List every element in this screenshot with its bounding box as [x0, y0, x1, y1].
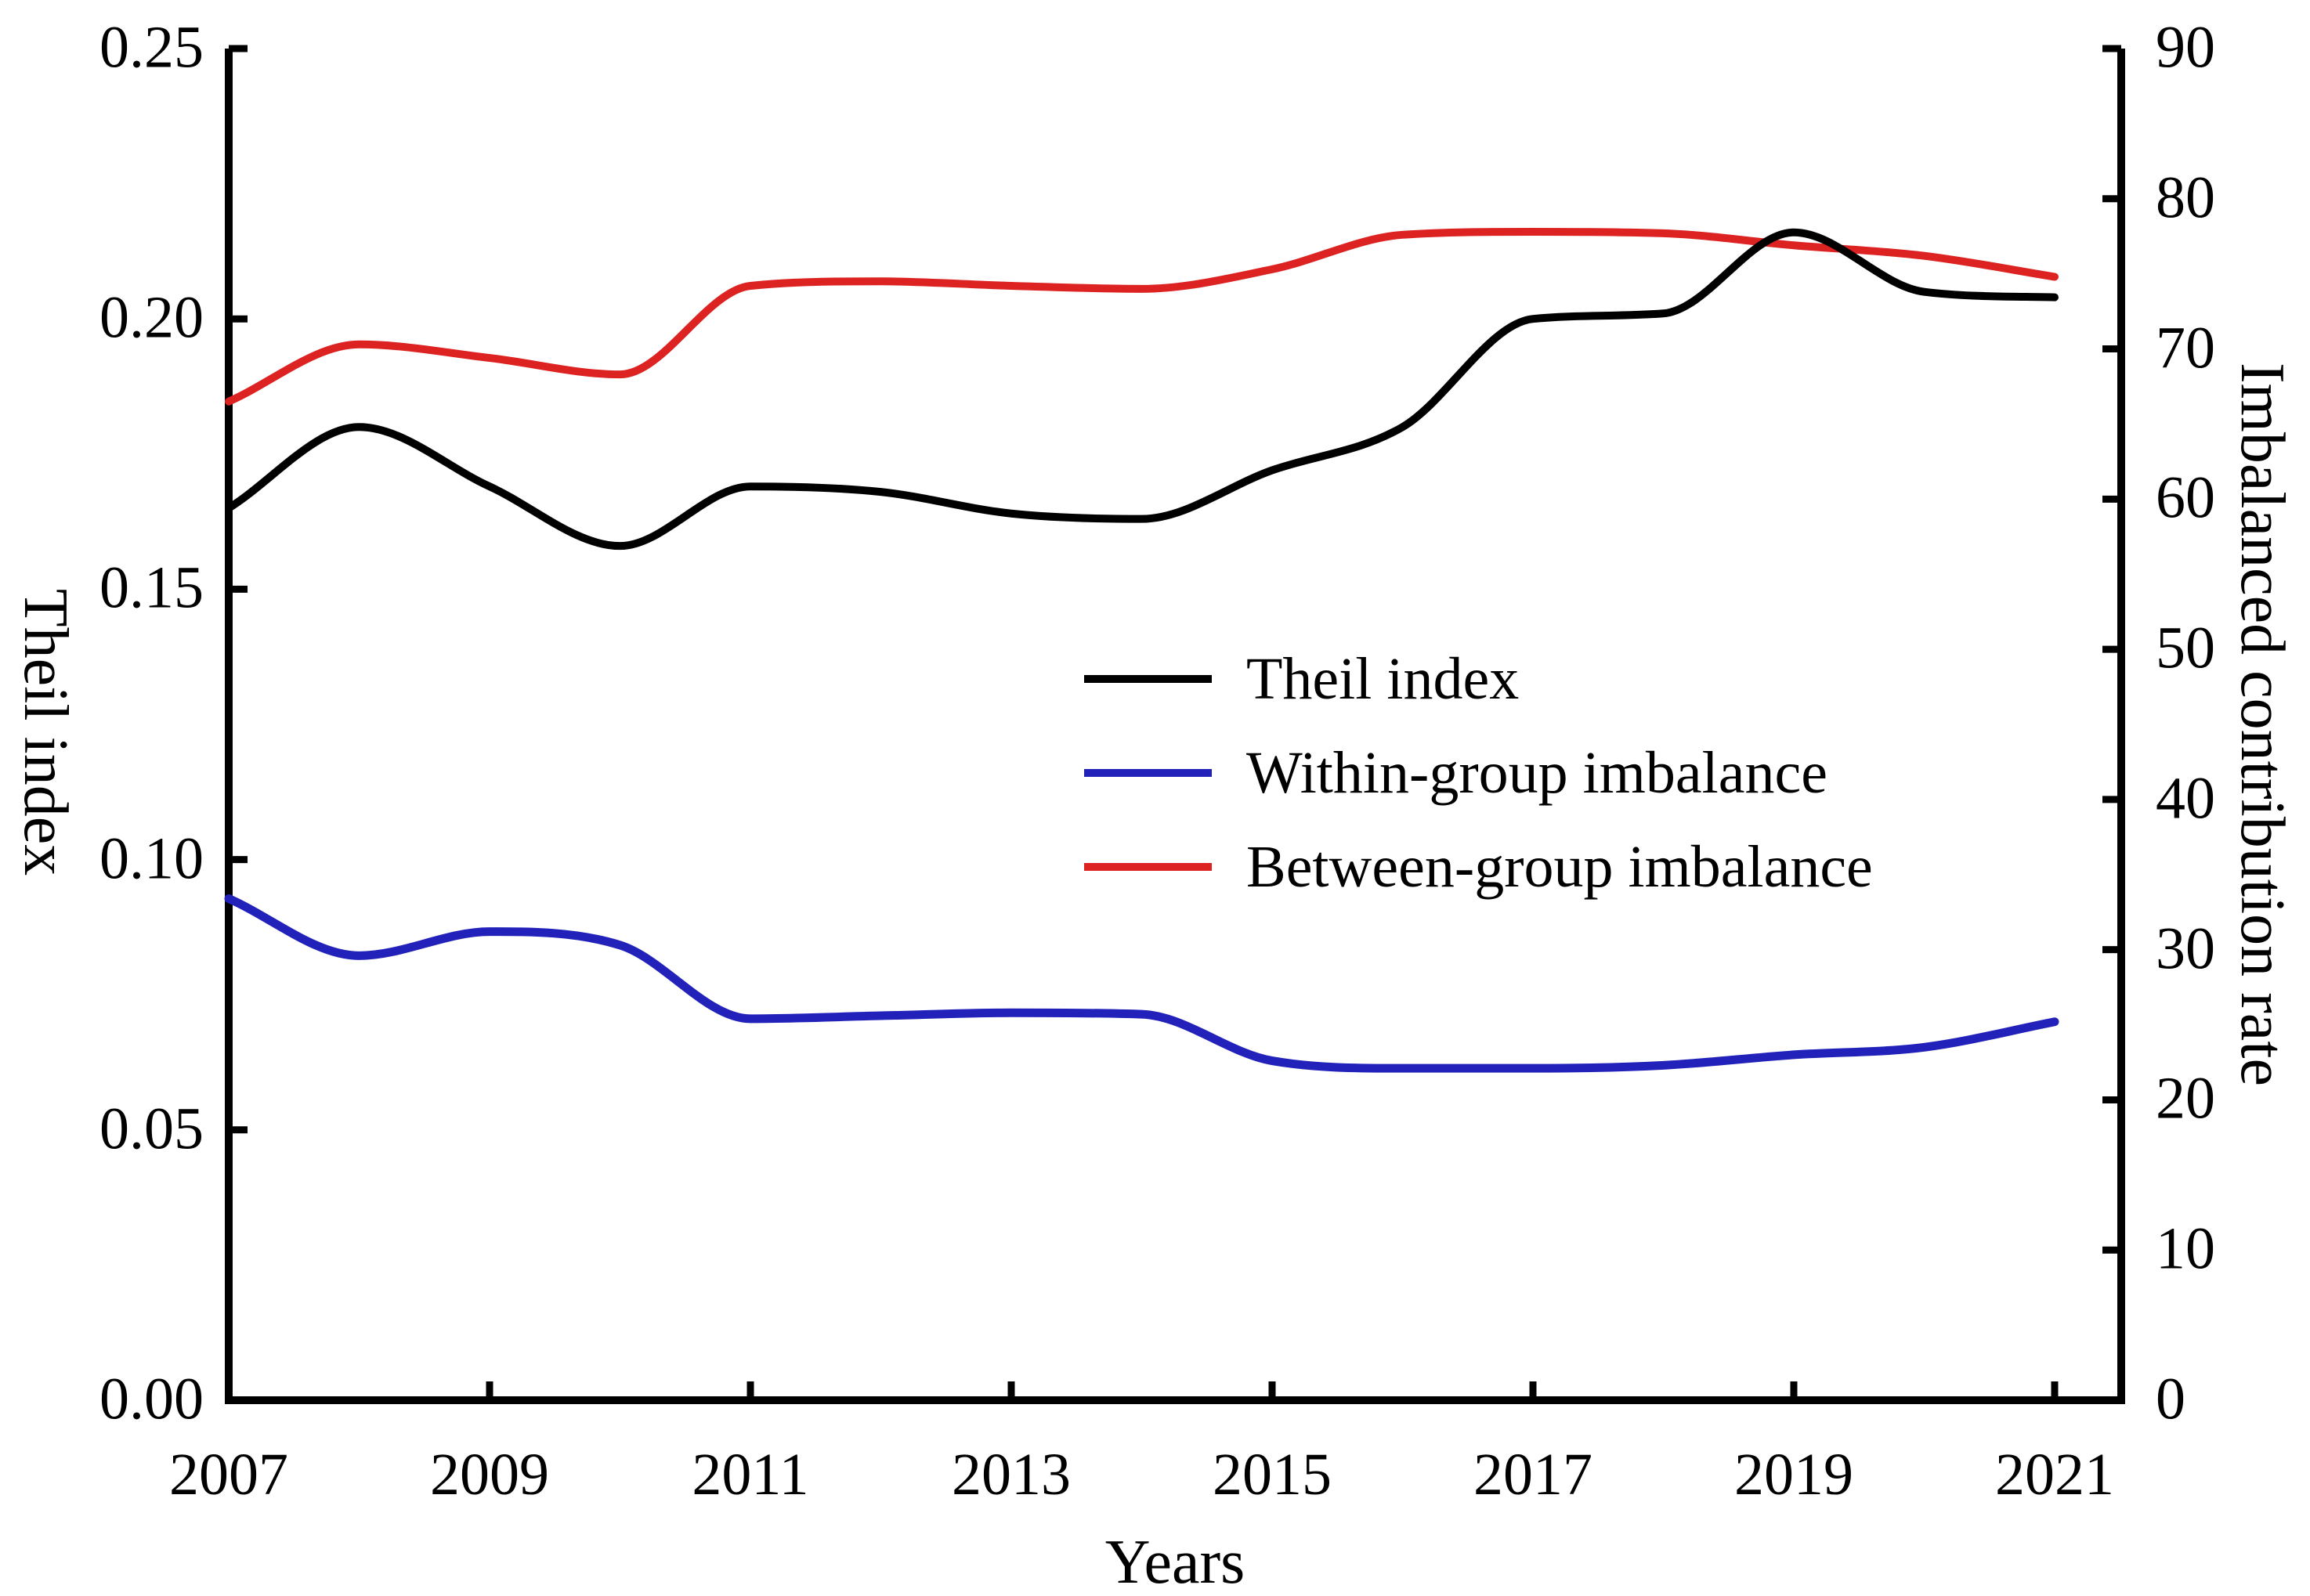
y-tick-label-right: 0 — [2156, 1366, 2185, 1432]
y-tick-label-right: 40 — [2156, 765, 2215, 832]
x-tick-label: 2019 — [1734, 1442, 1853, 1508]
x-tick-label: 2017 — [1473, 1442, 1592, 1508]
between-group-line-swatch — [1084, 863, 1212, 871]
y-tick-label-right: 20 — [2156, 1065, 2215, 1132]
x-tick-label: 2021 — [1995, 1442, 2114, 1508]
between-series-line — [225, 227, 2059, 406]
x-tick-label: 2015 — [1213, 1442, 1332, 1508]
y-tick-label-left: 0.25 — [99, 14, 204, 81]
legend-item-between-group: Between-group imbalance — [1084, 820, 1873, 914]
y-tick-label-left: 0.20 — [99, 284, 204, 351]
y-tick-label-left: 0.00 — [99, 1366, 204, 1432]
y-tick-label-right: 60 — [2156, 464, 2215, 531]
y-tick-label-right: 80 — [2156, 164, 2215, 231]
legend: Theil index Within-group imbalance Betwe… — [1084, 632, 1873, 914]
within-group-line-swatch — [1084, 769, 1212, 777]
y-tick-label-left: 0.05 — [99, 1096, 204, 1162]
legend-label: Within-group imbalance — [1246, 740, 1827, 806]
within-series-line — [224, 894, 2059, 1073]
y-tick-label-right: 90 — [2156, 14, 2215, 81]
theil-index-line-swatch — [1084, 675, 1212, 683]
x-tick-label: 2011 — [692, 1442, 809, 1508]
x-tick-label: 2009 — [430, 1442, 549, 1508]
y-tick-label-right: 50 — [2156, 615, 2215, 681]
y-tick-label-right: 70 — [2156, 315, 2215, 381]
x-tick-label: 2013 — [952, 1442, 1071, 1508]
x-axis-label: Years — [1104, 1528, 1245, 1596]
legend-item-within-group: Within-group imbalance — [1084, 726, 1873, 820]
y-tick-label-left: 0.15 — [99, 554, 204, 621]
y-tick-label-left: 0.10 — [99, 825, 204, 892]
legend-label: Theil index — [1246, 646, 1520, 712]
y-axis-label-right: Imbalanced contribution rate — [2228, 362, 2297, 1087]
x-tick-label: 2007 — [169, 1442, 288, 1508]
legend-item-theil-index: Theil index — [1084, 632, 1873, 726]
y-tick-label-right: 10 — [2156, 1215, 2215, 1282]
legend-label: Between-group imbalance — [1246, 834, 1873, 900]
theil-series-line — [225, 228, 2059, 551]
y-tick-label-right: 30 — [2156, 915, 2215, 982]
